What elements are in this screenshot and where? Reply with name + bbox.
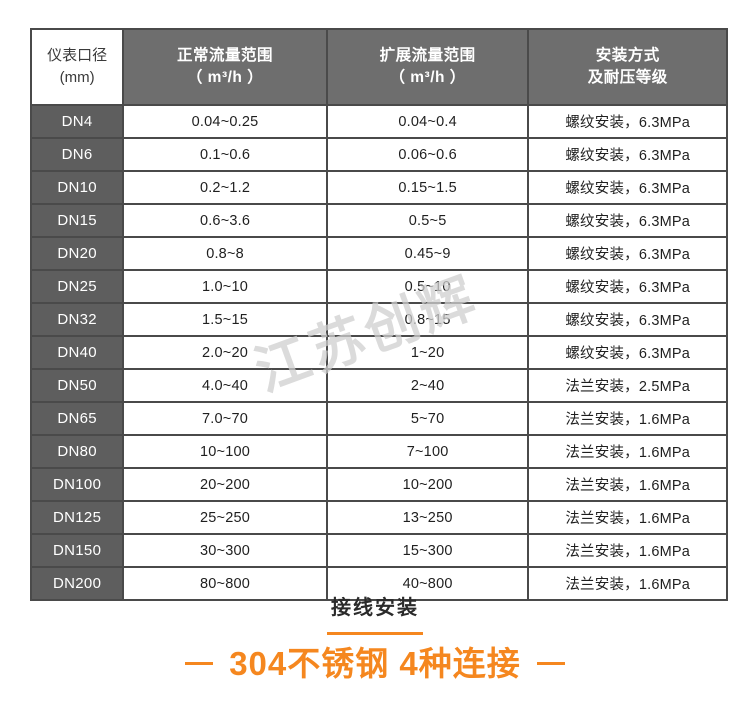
table-row: DN50 4.0~40 2~40 法兰安装，2.5MPa bbox=[32, 370, 726, 401]
cell-extended-flow-range: 0.5~5 bbox=[327, 205, 528, 236]
cell-extended-flow-range: 7~100 bbox=[327, 436, 528, 467]
orange-divider-rule bbox=[327, 632, 423, 635]
cell-nominal-diameter: DN6 bbox=[32, 139, 123, 170]
cell-nominal-diameter: DN40 bbox=[32, 337, 123, 368]
column-header-installation-pressure-line2: 及耐压等级 bbox=[587, 69, 668, 86]
specification-table: 仪表口径 (mm) 正常流量范围 （ m³/h ） 扩展流量范围 （ m³/h … bbox=[30, 28, 728, 601]
cell-extended-flow-range: 0.06~0.6 bbox=[327, 139, 528, 170]
table-row: DN10 0.2~1.2 0.15~1.5 螺纹安装，6.3MPa bbox=[32, 172, 726, 203]
cell-installation-pressure: 法兰安装，1.6MPa bbox=[529, 535, 726, 566]
table-row: DN80 10~100 7~100 法兰安装，1.6MPa bbox=[32, 436, 726, 467]
cell-installation-pressure: 螺纹安装，6.3MPa bbox=[529, 139, 726, 170]
cell-nominal-diameter: DN200 bbox=[32, 568, 123, 599]
cell-normal-flow-range: 1.5~15 bbox=[124, 304, 326, 335]
cell-nominal-diameter: DN10 bbox=[32, 172, 123, 203]
cell-extended-flow-range: 0.8~15 bbox=[327, 304, 528, 335]
cell-extended-flow-range: 0.04~0.4 bbox=[327, 106, 528, 137]
cell-installation-pressure: 法兰安装，1.6MPa bbox=[529, 502, 726, 533]
cell-extended-flow-range: 1~20 bbox=[327, 337, 528, 368]
cell-nominal-diameter: DN100 bbox=[32, 469, 123, 500]
cell-nominal-diameter: DN4 bbox=[32, 106, 123, 137]
cell-installation-pressure: 螺纹安装，6.3MPa bbox=[529, 205, 726, 236]
cell-extended-flow-range: 15~300 bbox=[327, 535, 528, 566]
column-header-normal-flow-range-line2: （ m³/h ） bbox=[186, 69, 264, 86]
table-header: 仪表口径 (mm) 正常流量范围 （ m³/h ） 扩展流量范围 （ m³/h … bbox=[32, 30, 726, 104]
table-row: DN25 1.0~10 0.5~10 螺纹安装，6.3MPa bbox=[32, 271, 726, 302]
table-row: DN4 0.04~0.25 0.04~0.4 螺纹安装，6.3MPa bbox=[32, 106, 726, 137]
cell-nominal-diameter: DN150 bbox=[32, 535, 123, 566]
cell-normal-flow-range: 0.2~1.2 bbox=[124, 172, 326, 203]
cell-extended-flow-range: 10~200 bbox=[327, 469, 528, 500]
cell-normal-flow-range: 80~800 bbox=[124, 568, 326, 599]
table-row: DN32 1.5~15 0.8~15 螺纹安装，6.3MPa bbox=[32, 304, 726, 335]
table-row: DN125 25~250 13~250 法兰安装，1.6MPa bbox=[32, 502, 726, 533]
cell-nominal-diameter: DN32 bbox=[32, 304, 123, 335]
table-row: DN200 80~800 40~800 法兰安装，1.6MPa bbox=[32, 568, 726, 599]
column-header-installation-pressure-line1: 安装方式 bbox=[595, 46, 660, 64]
cell-installation-pressure: 法兰安装，2.5MPa bbox=[529, 370, 726, 401]
table-row: DN65 7.0~70 5~70 法兰安装，1.6MPa bbox=[32, 403, 726, 434]
column-header-extended-flow-range-line1: 扩展流量范围 bbox=[379, 46, 476, 64]
cell-nominal-diameter: DN15 bbox=[32, 205, 123, 236]
column-header-extended-flow-range-line2: （ m³/h ） bbox=[389, 69, 466, 86]
cell-nominal-diameter: DN20 bbox=[32, 238, 123, 269]
column-header-nominal-diameter: 仪表口径 (mm) bbox=[32, 30, 123, 104]
table-row: DN15 0.6~3.6 0.5~5 螺纹安装，6.3MPa bbox=[32, 205, 726, 236]
cell-normal-flow-range: 0.6~3.6 bbox=[124, 205, 326, 236]
column-header-nominal-diameter-line2: (mm) bbox=[59, 69, 95, 86]
cell-installation-pressure: 法兰安装，1.6MPa bbox=[529, 403, 726, 434]
cell-nominal-diameter: DN80 bbox=[32, 436, 123, 467]
cell-installation-pressure: 螺纹安装，6.3MPa bbox=[529, 304, 726, 335]
cell-extended-flow-range: 5~70 bbox=[327, 403, 528, 434]
cell-installation-pressure: 螺纹安装，6.3MPa bbox=[529, 337, 726, 368]
table-row: DN20 0.8~8 0.45~9 螺纹安装，6.3MPa bbox=[32, 238, 726, 269]
cell-installation-pressure: 螺纹安装，6.3MPa bbox=[529, 271, 726, 302]
cell-extended-flow-range: 2~40 bbox=[327, 370, 528, 401]
cell-extended-flow-range: 40~800 bbox=[327, 568, 528, 599]
cell-normal-flow-range: 0.8~8 bbox=[124, 238, 326, 269]
cell-normal-flow-range: 1.0~10 bbox=[124, 271, 326, 302]
cell-extended-flow-range: 0.5~10 bbox=[327, 271, 528, 302]
cell-installation-pressure: 法兰安装，1.6MPa bbox=[529, 469, 726, 500]
bottom-section: 接线安装 304不锈钢 4种连接 bbox=[0, 596, 750, 684]
cell-normal-flow-range: 4.0~40 bbox=[124, 370, 326, 401]
cell-normal-flow-range: 30~300 bbox=[124, 535, 326, 566]
cell-normal-flow-range: 10~100 bbox=[124, 436, 326, 467]
table-row: DN150 30~300 15~300 法兰安装，1.6MPa bbox=[32, 535, 726, 566]
column-header-normal-flow-range-line1: 正常流量范围 bbox=[177, 46, 274, 64]
column-header-normal-flow-range: 正常流量范围 （ m³/h ） bbox=[124, 30, 326, 104]
headline-dash-right bbox=[536, 662, 565, 666]
table-header-row: 仪表口径 (mm) 正常流量范围 （ m³/h ） 扩展流量范围 （ m³/h … bbox=[32, 30, 726, 104]
cell-nominal-diameter: DN65 bbox=[32, 403, 123, 434]
cell-extended-flow-range: 0.15~1.5 bbox=[327, 172, 528, 203]
table-row: DN6 0.1~0.6 0.06~0.6 螺纹安装，6.3MPa bbox=[32, 139, 726, 170]
column-header-nominal-diameter-line1: 仪表口径 bbox=[47, 46, 108, 64]
table-body: DN4 0.04~0.25 0.04~0.4 螺纹安装，6.3MPa DN6 0.1~0.… bbox=[32, 106, 726, 599]
cell-installation-pressure: 法兰安装，1.6MPa bbox=[529, 568, 726, 599]
cell-nominal-diameter: DN50 bbox=[32, 370, 123, 401]
column-header-installation-pressure: 安装方式 及耐压等级 bbox=[529, 30, 726, 104]
cell-normal-flow-range: 25~250 bbox=[124, 502, 326, 533]
cell-installation-pressure: 法兰安装，1.6MPa bbox=[529, 436, 726, 467]
cell-nominal-diameter: DN125 bbox=[32, 502, 123, 533]
table-row: DN100 20~200 10~200 法兰安装，1.6MPa bbox=[32, 469, 726, 500]
cell-normal-flow-range: 20~200 bbox=[124, 469, 326, 500]
cell-installation-pressure: 螺纹安装，6.3MPa bbox=[529, 106, 726, 137]
cell-installation-pressure: 螺纹安装，6.3MPa bbox=[529, 172, 726, 203]
cell-extended-flow-range: 13~250 bbox=[327, 502, 528, 533]
headline-dash-left bbox=[185, 662, 214, 666]
cell-extended-flow-range: 0.45~9 bbox=[327, 238, 528, 269]
cell-normal-flow-range: 0.04~0.25 bbox=[124, 106, 326, 137]
cell-normal-flow-range: 2.0~20 bbox=[124, 337, 326, 368]
cell-normal-flow-range: 7.0~70 bbox=[124, 403, 326, 434]
section-subtitle: 接线安装 bbox=[331, 597, 419, 619]
headline-text: 304不锈钢 4种连接 bbox=[229, 645, 521, 682]
headline-row: 304不锈钢 4种连接 bbox=[0, 643, 750, 684]
column-header-extended-flow-range: 扩展流量范围 （ m³/h ） bbox=[327, 30, 528, 104]
table-row: DN40 2.0~20 1~20 螺纹安装，6.3MPa bbox=[32, 337, 726, 368]
cell-nominal-diameter: DN25 bbox=[32, 271, 123, 302]
cell-normal-flow-range: 0.1~0.6 bbox=[124, 139, 326, 170]
cell-installation-pressure: 螺纹安装，6.3MPa bbox=[529, 238, 726, 269]
